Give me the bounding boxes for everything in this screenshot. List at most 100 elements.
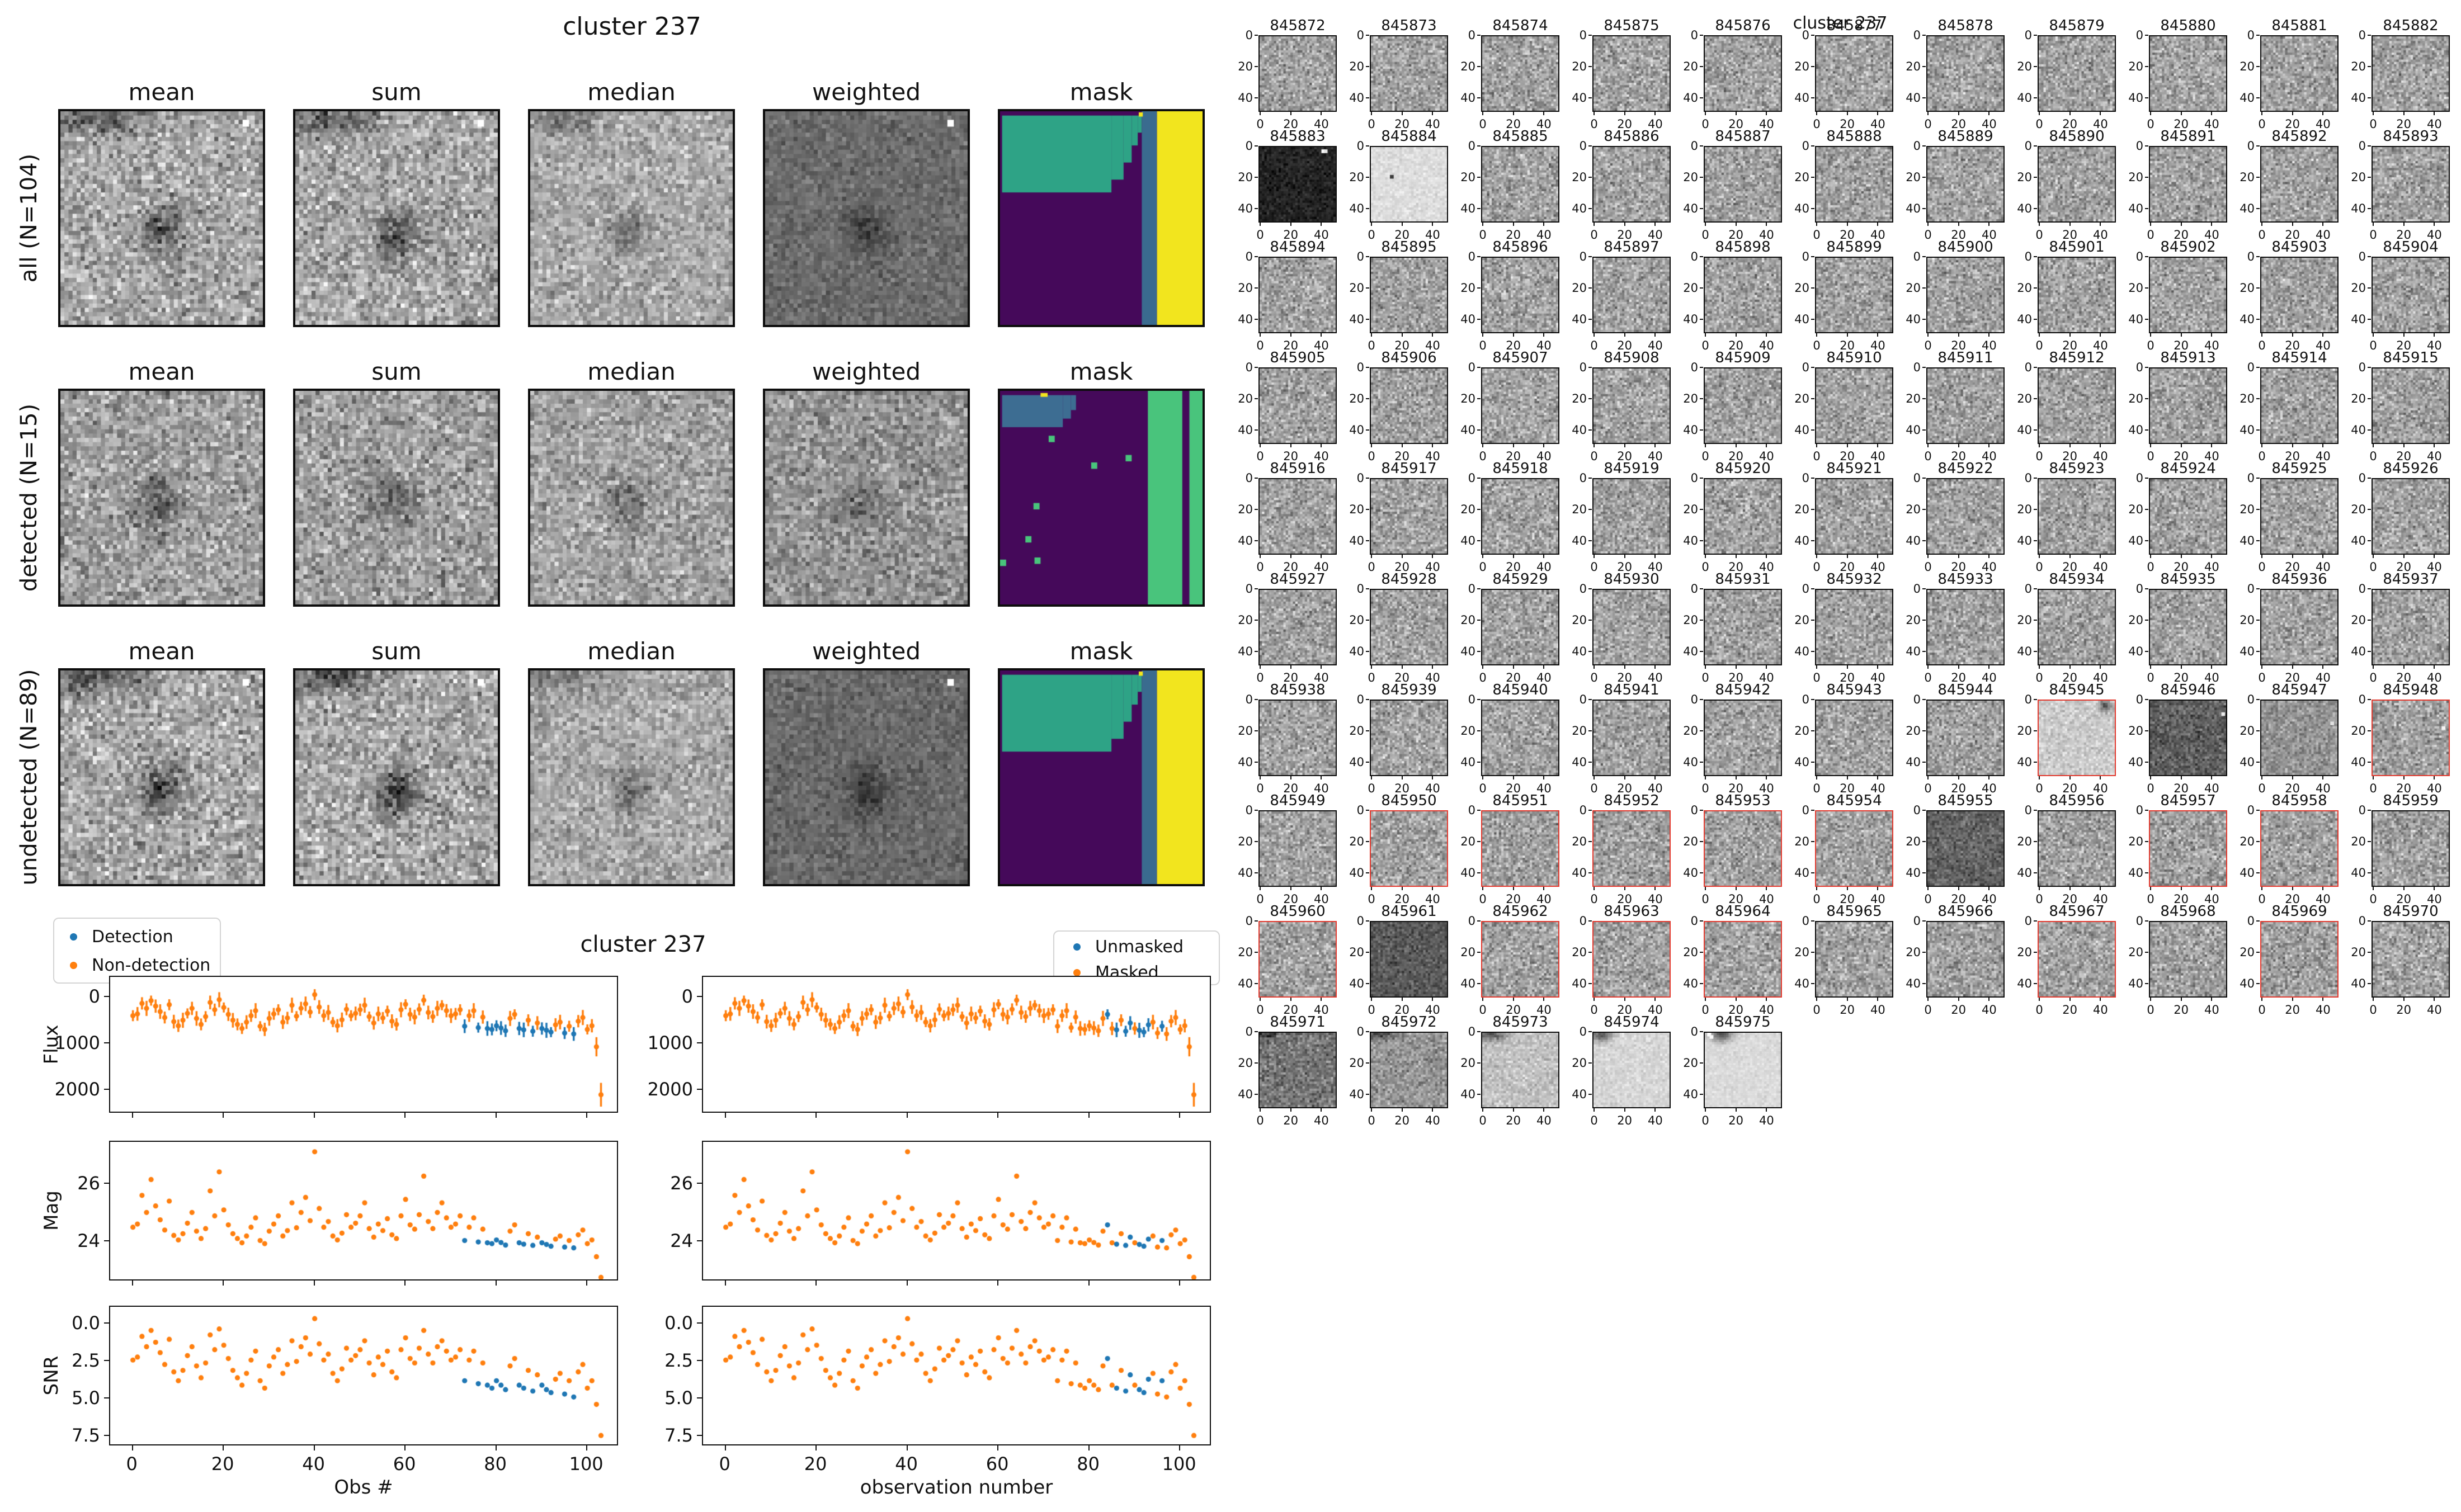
thumb-ytick-label: 0 [1579,804,1587,817]
thumbnail-title-845945: 845945 [2049,682,2105,698]
thumb-xtick-label: 0 [2035,1003,2043,1017]
thumb-xtick-mark [1877,776,1879,779]
thumb-ytick-label: 0 [1245,29,1253,42]
thumbnail-title-845965: 845965 [1826,903,1882,920]
thumb-xtick-label: 0 [1813,339,1821,352]
thumb-xtick-mark [2180,223,2182,226]
thumb-xtick-mark [2261,776,2262,779]
thumb-ytick-mark [1922,65,1926,67]
thumb-xtick-label: 20 [1283,892,1299,906]
thumbnail-845878 [1926,35,2005,112]
thumbnail-title-845926: 845926 [2383,460,2439,477]
thumb-xtick-label: 20 [1840,671,1855,684]
thumb-ytick-mark [1366,1093,1369,1095]
thumb-xtick-mark [2211,223,2213,226]
thumb-ytick-label: 40 [1460,201,1475,215]
xtick-mark [223,1113,224,1118]
thumb-ytick-label: 40 [1683,1087,1698,1101]
thumbnail-image [1927,368,2003,443]
thumb-ytick-mark [2368,540,2371,541]
cutout-image [765,111,968,325]
thumb-ytick-mark [1366,810,1369,811]
thumb-xtick-mark [1543,1108,1545,1112]
thumbnail-image [1816,811,1892,886]
thumb-ytick-mark [1588,176,1592,178]
thumb-ytick-label: 40 [1460,312,1475,326]
thumb-ytick-mark [2034,951,2037,953]
thumbnail-image [1816,922,1892,996]
thumbnail-image [1705,922,1781,996]
thumb-ytick-mark [1811,920,1814,922]
thumb-ytick-label: 40 [1683,533,1698,547]
thumb-xtick-mark [2322,998,2324,1001]
thumbnail-title-845929: 845929 [1492,571,1548,588]
thumb-ytick-mark [1811,478,1814,479]
thumb-xtick-label: 40 [1981,1003,1997,1017]
thumb-xtick-label: 0 [1368,117,1375,131]
xlabel-observation-number: observation number [860,1476,1053,1499]
thumb-xtick-label: 40 [1981,782,1997,795]
thumb-ytick-mark [2145,35,2148,36]
right-grid-title: cluster 237 [1793,13,1888,33]
thumb-xtick-label: 0 [1590,117,1598,131]
cutout-image [295,111,498,325]
thumb-ytick-mark [1700,619,1703,621]
thumb-ytick-label: 0 [2358,693,2366,706]
thumbnail-845932 [1815,589,1893,665]
thumb-ytick-mark [1366,145,1369,147]
thumb-xtick-mark [1290,555,1291,558]
thumb-ytick-mark [1366,920,1369,922]
thumb-xtick-mark [1958,333,1959,337]
thumb-xtick-label: 40 [1313,450,1329,463]
thumb-ytick-mark [2145,761,2148,763]
thumbnail-image [2261,701,2337,775]
thumb-ytick-mark [1922,145,1926,147]
thumb-ytick-label: 0 [2024,582,2032,596]
thumb-xtick-label: 40 [2426,228,2442,242]
cutout-image [60,111,263,325]
thumb-xtick-mark [1816,555,1817,558]
thumb-ytick-mark [2034,920,2037,922]
xtick-label: 20 [211,1453,234,1475]
thumb-ytick-label: 0 [1579,29,1587,42]
thumbnail-image [2150,922,2226,996]
thumb-xtick-mark [1290,776,1291,779]
thumb-ytick-label: 0 [1690,139,1698,153]
thumb-xtick-mark [1705,112,1706,115]
thumb-xtick-label: 20 [2285,117,2300,131]
thumb-ytick-label: 20 [1794,170,1809,184]
thumb-ytick-mark [1811,207,1814,209]
thumb-xtick-mark [2069,665,2071,669]
thumb-ytick-mark [1700,761,1703,763]
thumb-ytick-label: 20 [2017,945,2032,959]
thumb-xtick-mark [1482,776,1483,779]
thumb-xtick-label: 40 [1647,782,1663,795]
thumb-ytick-mark [2256,699,2260,700]
thumb-xtick-mark [1816,333,1817,337]
thumb-ytick-mark [2368,761,2371,763]
thumb-xtick-mark [2403,998,2405,1001]
thumb-xtick-mark [2322,444,2324,447]
thumb-xtick-mark [2261,223,2262,226]
thumb-xtick-label: 40 [1758,339,1774,352]
ytick-label-flux: 2000 [54,1078,100,1100]
thumb-ytick-mark [1588,920,1592,922]
thumb-xtick-mark [1624,887,1625,890]
cutout-panel-all-sum [293,109,500,327]
thumb-xtick-label: 20 [1394,228,1410,242]
thumb-ytick-mark [1255,840,1258,842]
thumb-xtick-mark [2373,223,2374,226]
thumb-xtick-mark [2150,223,2151,226]
thumbnail-title-845958: 845958 [2271,792,2327,809]
thumb-xtick-mark [2292,665,2293,669]
thumb-ytick-mark [1811,650,1814,652]
thumb-ytick-mark [1588,730,1592,731]
thumb-ytick-label: 40 [2351,312,2366,326]
thumb-ytick-label: 20 [2240,59,2255,73]
thumb-xtick-label: 20 [1951,1003,1967,1017]
ytick-label-flux: 1000 [647,1032,693,1053]
thumbnail-845969 [2260,921,2339,998]
thumb-xtick-mark [1654,1108,1656,1112]
thumbnail-title-845923: 845923 [2049,460,2105,477]
thumb-ytick-mark [1366,761,1369,763]
